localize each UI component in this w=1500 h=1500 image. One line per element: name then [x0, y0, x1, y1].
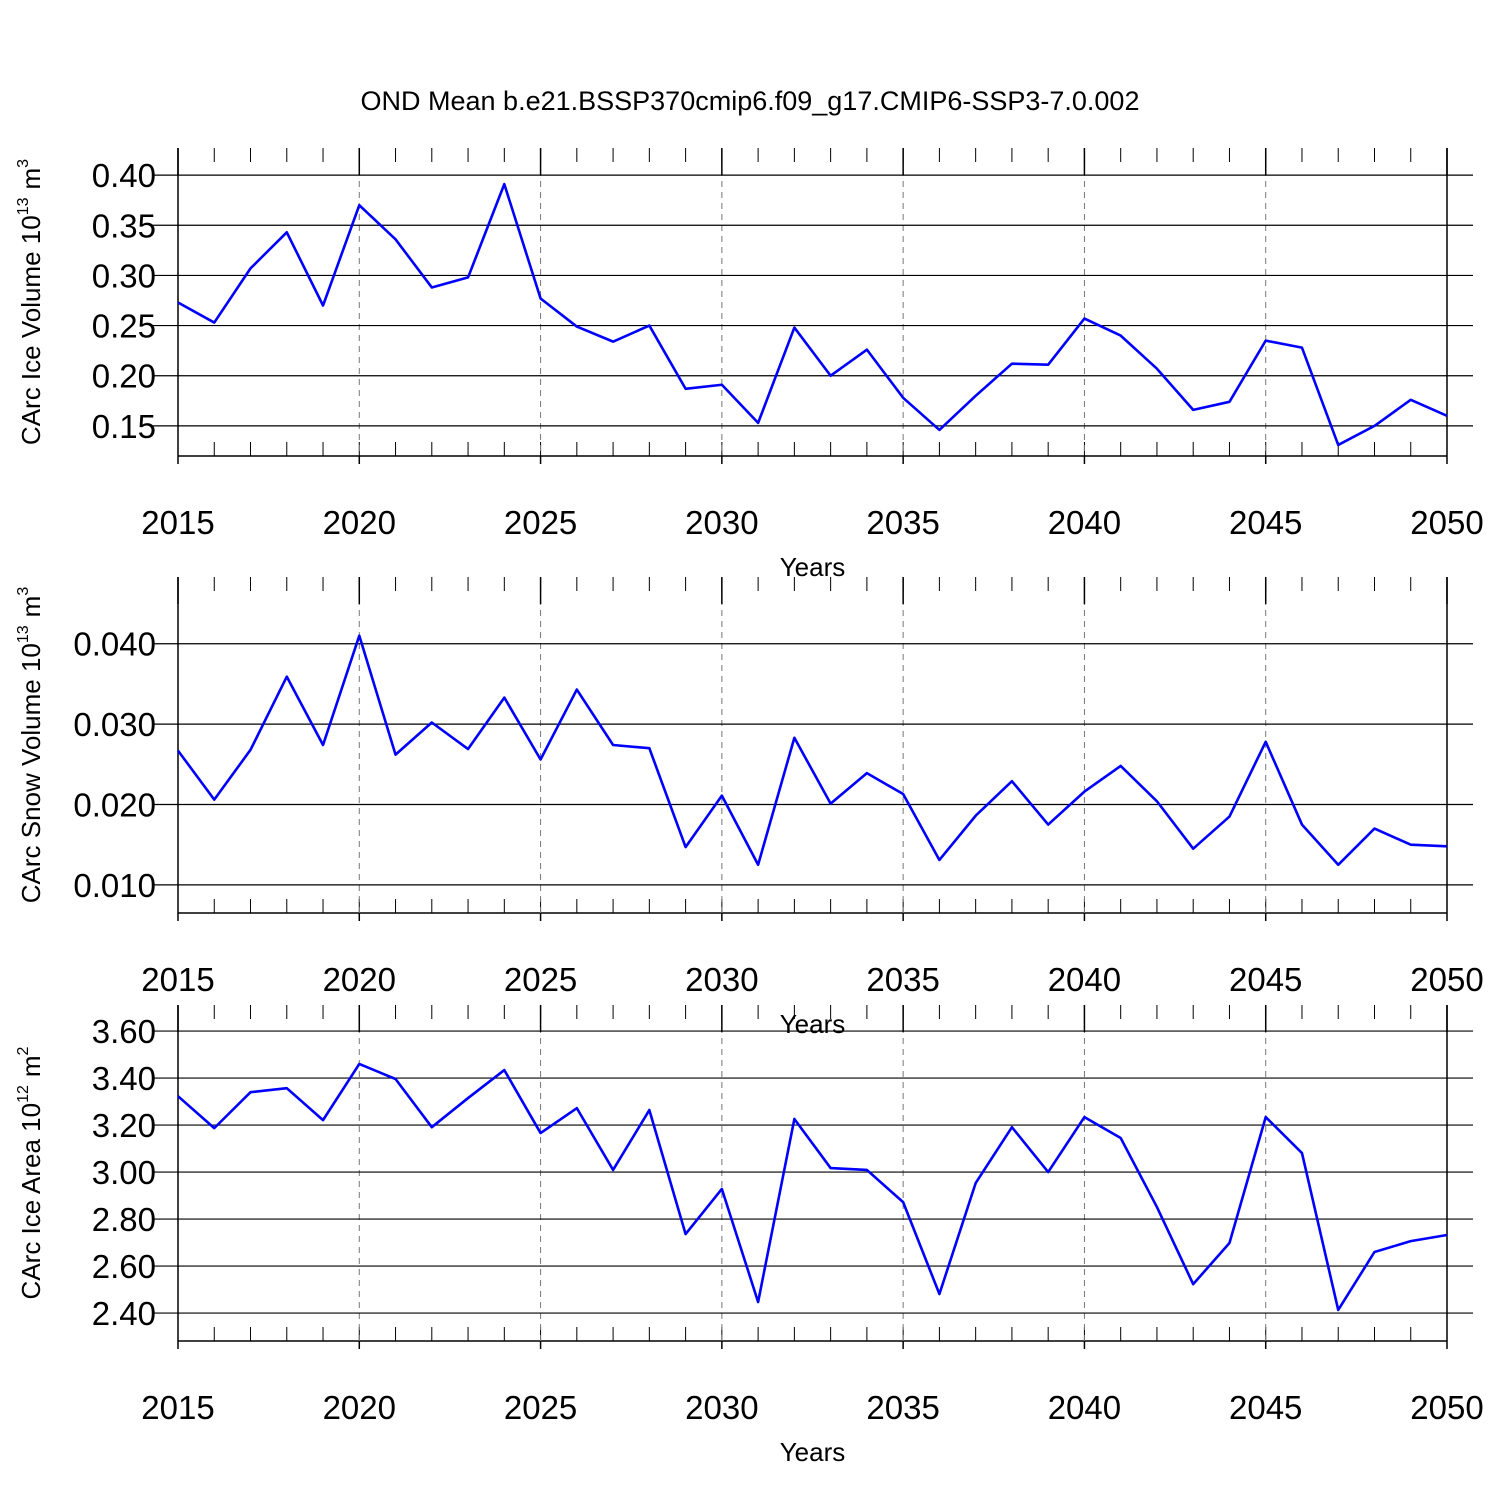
- y-axis-title-text: CArc Snow Volume 10: [16, 643, 46, 903]
- x-tick-label: 2015: [141, 1389, 214, 1426]
- x-tick-label: 2050: [1410, 961, 1483, 998]
- y-tick-label: 0.030: [73, 706, 156, 743]
- x-tick-label: 2035: [866, 1389, 939, 1426]
- x-tick-label: 2030: [685, 1389, 758, 1426]
- x-tick-label: 2035: [866, 504, 939, 541]
- x-tick-label: 2050: [1410, 504, 1483, 541]
- y-axis-title: CArc Ice Area 1012 m2: [15, 1046, 46, 1299]
- y-tick-label: 2.40: [92, 1295, 156, 1332]
- x-tick-label: 2020: [323, 1389, 396, 1426]
- y-tick-label: 0.020: [73, 786, 156, 823]
- y-axis-title-unit: m: [16, 168, 46, 190]
- y-tick-label: 2.80: [92, 1201, 156, 1238]
- x-tick-label: 2020: [323, 961, 396, 998]
- data-line: [177, 182, 1448, 447]
- x-tick-label: 2020: [323, 504, 396, 541]
- y-axis-title: CArc Snow Volume 1013 m3: [15, 587, 46, 904]
- x-tick-label: 2015: [141, 961, 214, 998]
- y-axis-title-exp: 13: [15, 625, 32, 643]
- y-tick-label: 0.30: [92, 257, 156, 294]
- x-axis-title: Years: [780, 1437, 846, 1467]
- x-tick-label: 2040: [1048, 961, 1121, 998]
- y-tick-label: 0.25: [92, 308, 156, 345]
- y-tick-label: 0.15: [92, 408, 156, 445]
- x-tick-label: 2040: [1048, 1389, 1121, 1426]
- y-tick-label: 0.010: [73, 867, 156, 904]
- x-tick-label: 2040: [1048, 504, 1121, 541]
- data-line: [176, 634, 1448, 867]
- x-tick-label: 2045: [1229, 961, 1302, 998]
- y-axis-title-unit-exp: 3: [15, 587, 32, 596]
- x-tick-label: 2045: [1229, 504, 1302, 541]
- y-tick-label: 3.60: [92, 1013, 156, 1050]
- y-tick-label: 3.40: [92, 1060, 156, 1097]
- y-tick-label: 0.20: [92, 358, 156, 395]
- y-axis-title-exp: 13: [15, 197, 32, 215]
- x-tick-label: 2035: [866, 961, 939, 998]
- x-tick-label: 2030: [685, 504, 758, 541]
- y-axis-title: CArc Ice Volume 1013 m3: [15, 159, 46, 445]
- x-tick-label: 2050: [1410, 1389, 1483, 1426]
- x-tick-label: 2025: [504, 1389, 577, 1426]
- x-tick-label: 2045: [1229, 1389, 1302, 1426]
- figure-title: OND Mean b.e21.BSSP370cmip6.f09_g17.CMIP…: [361, 86, 1140, 116]
- y-axis-title-unit-exp: 3: [15, 159, 32, 168]
- x-tick-label: 2025: [504, 961, 577, 998]
- x-tick-label: 2015: [141, 504, 214, 541]
- y-tick-label: 2.60: [92, 1248, 156, 1285]
- y-tick-label: 0.040: [73, 626, 156, 663]
- y-tick-label: 3.00: [92, 1154, 156, 1191]
- x-axis-title: Years: [780, 1009, 846, 1039]
- y-tick-label: 0.35: [92, 207, 156, 244]
- x-tick-label: 2030: [685, 961, 758, 998]
- y-axis-title-unit-exp: 2: [15, 1046, 32, 1055]
- y-tick-label: 0.40: [92, 157, 156, 194]
- y-tick-label: 3.20: [92, 1107, 156, 1144]
- y-axis-title-exp: 12: [15, 1085, 32, 1103]
- y-axis-title-unit: m: [16, 596, 46, 618]
- x-tick-label: 2025: [504, 504, 577, 541]
- y-axis-title-text: CArc Ice Area 10: [16, 1103, 46, 1300]
- y-axis-title-text: CArc Ice Volume 10: [16, 215, 46, 445]
- data-line: [177, 1062, 1448, 1312]
- x-axis-title: Years: [780, 552, 846, 582]
- y-axis-title-unit: m: [16, 1055, 46, 1077]
